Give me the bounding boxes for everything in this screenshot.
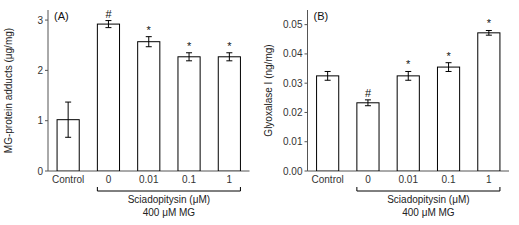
group-bracket [97,187,240,191]
data-group [57,21,240,171]
error-bar-cap [405,80,411,81]
x-axis-label: Sciadopitysin (μM) [128,194,210,205]
panel-label: (A) [54,10,69,22]
y-tick-label: 3 [37,15,43,26]
error-bar-cap [405,71,411,72]
panel: 0 1 2 3 MG-protein adducts (μg/mg) Control 0 0.… [3,8,250,218]
error-bar [325,71,331,80]
x-tick-label: Control [312,174,344,185]
x-tick-label: 0.01 [139,174,159,185]
error-bar-stem [148,37,149,47]
x-tick-label: 1 [486,174,492,185]
y-axis [48,10,49,171]
error-bar-cap [365,105,371,106]
group-label: 400 μM MG [402,207,455,218]
error-bar-stem [448,63,449,72]
y-tick-label: 0 [37,166,43,177]
bar [97,24,119,171]
y-tick-label: 0.05 [283,19,303,30]
bar [357,103,379,171]
error-bar-stem [408,71,409,80]
error-bar [146,37,152,47]
group-bracket [357,187,500,191]
error-bar-cap [146,36,152,37]
significance-mark: # [105,8,112,20]
bar [218,57,240,171]
significance-mark: * [487,17,492,29]
error-bar-cap [325,71,331,72]
error-bar [365,100,371,106]
panel: 0.00 0.01 0.02 0.03 0.04 0.05 Glyoxalase I (ng… [263,10,510,218]
error-bar-cap [325,80,331,81]
group-label: 400 μM MG [143,207,196,218]
significance-mark: # [365,87,372,99]
significance-mark: * [227,40,232,52]
error-bar [186,53,192,61]
error-bar [405,71,411,80]
error-bar-cap [105,20,111,21]
x-tick-label: Control [52,174,84,185]
error-bar-cap [486,35,492,36]
error-bar-stem [488,30,489,35]
x-axis-label: Sciadopitysin (μM) [387,194,469,205]
x-tick-label: 0 [106,174,112,185]
error-bar-cap [65,137,71,138]
x-tick-label: 0.01 [399,174,419,185]
x-tick-label: 1 [227,174,233,185]
y-tick-label: 1 [37,115,43,126]
error-bar-cap [486,30,492,31]
data-group [317,30,500,171]
y-tick-label: 0.02 [283,107,303,118]
error-bar-cap [186,52,192,53]
error-bar-cap [226,52,232,53]
x-tick-label: 0.1 [182,174,196,185]
error-bar-cap [186,60,192,61]
error-bar-stem [189,53,190,61]
error-bar [226,53,232,61]
y-tick-label: 0.00 [283,166,303,177]
significance-mark: * [446,50,451,62]
error-bar-stem [229,53,230,61]
error-bar [486,30,492,35]
y-tick-label: 0.03 [283,78,303,89]
bar [317,76,339,171]
error-bar [65,102,71,137]
significance-mark: * [187,40,192,52]
bar [478,33,500,171]
x-tick-label: 0 [365,174,371,185]
bar [138,42,160,171]
significance-mark: * [406,58,411,70]
y-tick-label: 2 [37,65,43,76]
bar [178,57,200,171]
bar [397,76,419,171]
y-axis [307,10,308,171]
error-bar-cap [146,46,152,47]
error-bar-stem [327,71,328,80]
error-bar-cap [446,62,452,63]
error-bar-cap [446,71,452,72]
error-bar-cap [65,102,71,103]
error-bar-stem [108,21,109,28]
error-bar-cap [226,60,232,61]
x-tick-label: 0.1 [442,174,456,185]
bar [437,67,459,171]
error-bar-cap [365,99,371,100]
y-axis-label: MG-protein adducts (μg/mg) [3,28,14,153]
error-bar-cap [105,27,111,28]
y-tick-label: 0.04 [283,48,303,59]
error-bar-stem [68,102,69,137]
significance-mark: * [147,24,152,36]
error-bar [446,63,452,72]
error-bar-stem [367,100,368,106]
panel-label: (B) [314,10,329,22]
y-axis-label: Glyoxalase I (ng/mg) [263,44,274,136]
y-tick-label: 0.01 [283,136,303,147]
error-bar [105,21,111,28]
